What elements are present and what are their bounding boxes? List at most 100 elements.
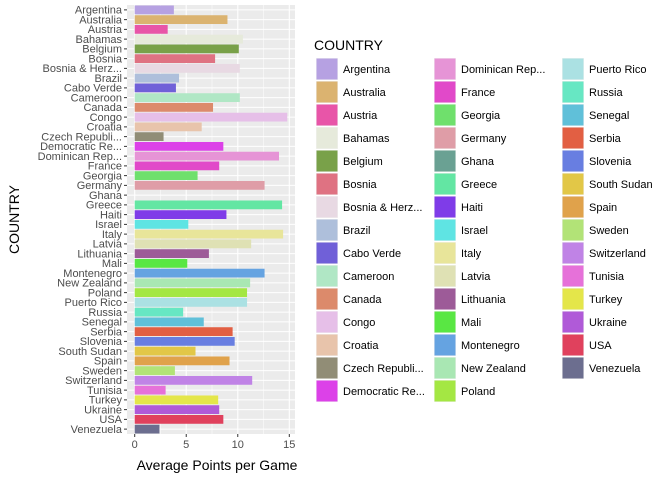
bar-czech-republi xyxy=(134,132,164,142)
legend-swatch-puerto-rico xyxy=(562,58,584,80)
bar-mali xyxy=(134,258,188,268)
legend-label: Belgium xyxy=(343,156,383,168)
legend-label: Venezuela xyxy=(589,363,641,375)
y-tick-label: Italy xyxy=(102,229,123,241)
bar-austria xyxy=(134,24,168,34)
legend-label: Czech Republi... xyxy=(343,363,424,375)
legend-label: Argentina xyxy=(343,64,391,76)
bar-bosnia xyxy=(134,54,216,64)
y-tick-label: Montenegro xyxy=(63,268,122,280)
bar-france xyxy=(134,161,220,171)
bars xyxy=(134,5,288,434)
legend-label: Serbia xyxy=(589,133,622,145)
y-tick-label: Russia xyxy=(88,307,123,319)
legend-swatch-russia xyxy=(562,81,584,103)
legend-label: Slovenia xyxy=(589,156,632,168)
bar-germany xyxy=(134,180,265,190)
y-tick-label: Haiti xyxy=(100,209,122,221)
bar-canada xyxy=(134,102,214,112)
legend-swatch-lithuania xyxy=(434,288,456,310)
legend-swatch-spain xyxy=(562,196,584,218)
bar-spain xyxy=(134,356,230,366)
legend-label: Poland xyxy=(461,386,495,398)
x-tick-label: 5 xyxy=(183,439,189,451)
legend-label: Tunisia xyxy=(589,271,625,283)
y-tick-label: Greece xyxy=(86,200,122,212)
legend-swatch-germany xyxy=(434,127,456,149)
legend-label: Lithuania xyxy=(461,294,507,306)
legend-label: Cameroon xyxy=(343,271,394,283)
y-tick-label: Switzerland xyxy=(65,375,122,387)
bar-sweden xyxy=(134,366,175,376)
bar-new-zealand xyxy=(134,278,251,288)
legend-label: Senegal xyxy=(589,110,629,122)
y-tick-label: Senegal xyxy=(82,317,122,329)
legend-swatch-mali xyxy=(434,311,456,333)
bar-australia xyxy=(134,15,228,25)
legend-swatch-ghana xyxy=(434,150,456,172)
legend-swatch-tunisia xyxy=(562,265,584,287)
legend-label: Brazil xyxy=(343,225,371,237)
legend-label: Israel xyxy=(461,225,488,237)
legend-label: Switzerland xyxy=(589,248,646,260)
y-tick-label: Austria xyxy=(88,24,123,36)
legend-swatch-congo xyxy=(316,311,338,333)
bar-greece xyxy=(134,200,283,210)
bar-congo xyxy=(134,112,288,122)
legend-label: Montenegro xyxy=(461,340,520,352)
legend-label: Bosnia & Herz... xyxy=(343,202,422,214)
y-tick-label: Congo xyxy=(90,112,122,124)
bar-latvia xyxy=(134,239,252,249)
x-tick-label: 0 xyxy=(132,439,138,451)
x-axis-title: Average Points per Game xyxy=(137,457,298,473)
legend-swatch-democratic-re xyxy=(316,380,338,402)
y-tick-label: Turkey xyxy=(89,395,123,407)
legend-swatch-georgia xyxy=(434,104,456,126)
legend-label: Turkey xyxy=(589,294,623,306)
bar-lithuania xyxy=(134,249,209,259)
bar-italy xyxy=(134,229,284,239)
legend-swatch-cabo-verde xyxy=(316,242,338,264)
x-tick-label: 10 xyxy=(232,439,244,451)
bar-israel xyxy=(134,219,189,229)
x-tick-label: 15 xyxy=(283,439,295,451)
y-tick-label: Argentina xyxy=(75,5,123,17)
legend-label: Latvia xyxy=(461,271,491,283)
legend-label: New Zealand xyxy=(461,363,526,375)
y-tick-label: Bahamas xyxy=(76,34,123,46)
legend-swatch-poland xyxy=(434,380,456,402)
y-tick-label: Dominican Rep... xyxy=(38,151,122,163)
y-tick-label: Spain xyxy=(94,356,122,368)
legend-swatch-croatia xyxy=(316,334,338,356)
legend-swatch-bosnia xyxy=(316,173,338,195)
legend-swatch-bahamas xyxy=(316,127,338,149)
bar-usa xyxy=(134,414,224,424)
legend-swatch-haiti xyxy=(434,196,456,218)
legend-label: Puerto Rico xyxy=(589,64,646,76)
bar-slovenia xyxy=(134,336,235,346)
legend-swatch-belgium xyxy=(316,150,338,172)
y-tick-label: Czech Republi... xyxy=(41,131,122,143)
legend-swatch-canada xyxy=(316,288,338,310)
legend-swatch-usa xyxy=(562,334,584,356)
y-tick-label: Ghana xyxy=(89,190,123,202)
legend-swatch-sweden xyxy=(562,219,584,241)
legend-swatch-dominican-rep xyxy=(434,58,456,80)
legend-label: Democratic Re... xyxy=(343,386,425,398)
y-tick-label: Cabo Verde xyxy=(64,83,122,95)
x-tick-labels: 0 5 10 15 xyxy=(132,434,295,451)
legend-swatch-brazil xyxy=(316,219,338,241)
y-tick-label: Mali xyxy=(102,258,122,270)
legend-swatch-france xyxy=(434,81,456,103)
bar-dominican-rep xyxy=(134,151,279,161)
bar-russia xyxy=(134,307,184,317)
legend-swatch-venezuela xyxy=(562,357,584,379)
legend-swatch-south-sudan xyxy=(562,173,584,195)
legend-label: Congo xyxy=(343,317,375,329)
bar-turkey xyxy=(134,395,219,405)
legend: COUNTRY Argentina Australia Austria Bahamas… xyxy=(314,37,653,402)
y-tick-label: Puerto Rico xyxy=(65,297,122,309)
bar-georgia xyxy=(134,171,198,181)
y-tick-label: Bosnia xyxy=(88,53,123,65)
